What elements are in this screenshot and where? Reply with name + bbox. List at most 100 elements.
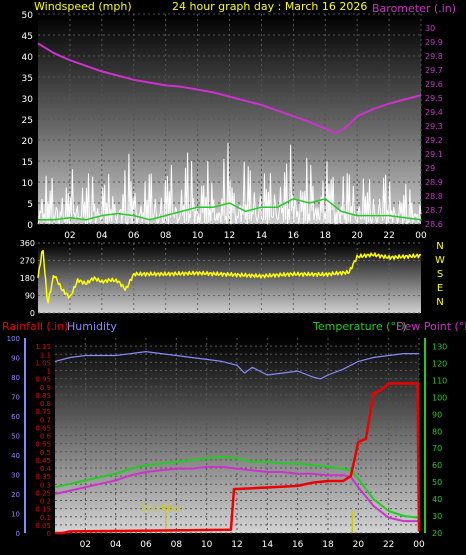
rain-tick-labels: 00.050.10.150.20.250.30.350.40.450.50.55… bbox=[7, 335, 448, 550]
temperature-tick-label: 50 bbox=[432, 478, 442, 487]
temperature-tick-label: 130 bbox=[432, 342, 447, 351]
rainfall-tick-label: 0.2 bbox=[40, 498, 51, 506]
wind-x-tick-label: 04 bbox=[96, 231, 108, 241]
rainfall-tick-label: 0.7 bbox=[40, 416, 51, 424]
windspeed-tick-label: 15 bbox=[22, 158, 33, 168]
wind-x-tick-label: 02 bbox=[64, 231, 75, 241]
barometer-tick-label: 29.5 bbox=[425, 94, 443, 103]
humidity-axis-label: Humidity bbox=[67, 320, 117, 333]
temperature-tick-label: 20 bbox=[432, 529, 442, 538]
wind-average-line bbox=[38, 198, 422, 221]
humidity-tick-label: 100 bbox=[7, 335, 20, 343]
wind-x-tick-label: 16 bbox=[288, 231, 300, 241]
barometer-tick-label: 28.6 bbox=[425, 220, 443, 229]
wind-x-tick-label: 18 bbox=[320, 231, 332, 241]
barometer-axis-label: Barometer (.in) bbox=[372, 2, 456, 15]
direction-marks bbox=[37, 249, 422, 304]
direction-tick-label: 270 bbox=[20, 257, 35, 266]
humidity-tick-label: 10 bbox=[11, 511, 20, 519]
barometer-tick-label: 29.4 bbox=[425, 108, 443, 117]
rainfall-tick-label: 0.85 bbox=[35, 392, 51, 400]
humidity-tick-label: 40 bbox=[11, 452, 20, 460]
compass-label: N bbox=[436, 241, 443, 252]
barometer-tick-label: 29.8 bbox=[425, 52, 443, 61]
wind-x-tick-label: 14 bbox=[256, 231, 268, 241]
rainfall-tick-label: 0.3 bbox=[40, 481, 51, 489]
barometer-line bbox=[37, 42, 422, 134]
rainfall-line bbox=[55, 382, 421, 535]
rain-x-tick-label: 14 bbox=[262, 540, 274, 550]
barometer-tick-label: 29.3 bbox=[425, 122, 443, 131]
humidity-tick-label: 90 bbox=[11, 355, 20, 363]
rainfall-tick-label: 0.4 bbox=[40, 465, 52, 473]
temperature-tick-label: 40 bbox=[432, 495, 442, 504]
barometer-tick-label: 29.9 bbox=[425, 38, 443, 47]
windspeed-line bbox=[37, 142, 422, 225]
dew-point-line bbox=[54, 465, 419, 523]
temperature-tick-label: 110 bbox=[432, 376, 447, 385]
windspeed-tick-label: 25 bbox=[22, 116, 33, 126]
rainfall-tick-label: 0.6 bbox=[40, 433, 52, 441]
windspeed-tick-label: 50 bbox=[22, 11, 34, 21]
rainfall-tick-label: 0.45 bbox=[35, 457, 51, 465]
rainfall-tick-label: 0.55 bbox=[35, 441, 51, 449]
temperature-tick-label: 60 bbox=[432, 461, 442, 470]
humidity-tick-label: 30 bbox=[11, 472, 20, 480]
compass-label: N bbox=[436, 297, 443, 308]
temperature-tick-label: 30 bbox=[432, 512, 442, 521]
rainfall-tick-label: 0.9 bbox=[40, 384, 51, 392]
humidity-tick-label: 70 bbox=[11, 394, 20, 402]
wind-x-tick-label: 00 bbox=[415, 231, 427, 241]
windspeed-axis-label: Windspeed (mph) bbox=[34, 0, 132, 13]
rain-x-tick-label: 18 bbox=[322, 540, 334, 550]
rain-x-tick-label: 10 bbox=[201, 540, 213, 550]
dewpoint-axis-label: Dew Point (°F) bbox=[396, 320, 466, 333]
rain-x-tick-label: 04 bbox=[110, 540, 122, 550]
barometer-tick-label: 30 bbox=[425, 24, 435, 33]
windspeed-tick-label: 35 bbox=[22, 74, 33, 84]
rain-x-tick-label: 12 bbox=[231, 540, 242, 550]
windspeed-tick-label: 45 bbox=[22, 32, 33, 42]
rainfall-tick-label: 0.5 bbox=[40, 449, 51, 457]
rain-marks bbox=[54, 351, 421, 535]
rain-x-tick-label: 22 bbox=[383, 540, 394, 550]
rainfall-tick-label: 0.1 bbox=[40, 514, 51, 522]
barometer-tick-label: 29.6 bbox=[425, 80, 443, 89]
temperature-axis-label: Temperature (°F) bbox=[312, 320, 407, 333]
rainfall-tick-label: 1.15 bbox=[35, 343, 51, 351]
rain-x-tick-label: 00 bbox=[413, 540, 425, 550]
wind-x-tick-label: 10 bbox=[192, 231, 204, 241]
humidity-line bbox=[54, 351, 419, 380]
windspeed-tick-label: 0 bbox=[27, 221, 33, 231]
humidity-tick-label: 0 bbox=[16, 530, 20, 538]
humidity-tick-label: 80 bbox=[11, 374, 20, 382]
barometer-tick-label: 29.7 bbox=[425, 66, 443, 75]
windspeed-tick-label: 20 bbox=[22, 137, 34, 147]
wind-x-tick-label: 20 bbox=[351, 231, 363, 241]
wind-x-tick-label: 22 bbox=[383, 231, 394, 241]
barometer-tick-label: 29.1 bbox=[425, 150, 443, 159]
direction-grid bbox=[38, 242, 421, 314]
humidity-tick-label: 20 bbox=[11, 491, 20, 499]
sunrise-annotation: Sun Rise bbox=[141, 504, 180, 514]
temperature-tick-label: 80 bbox=[432, 427, 442, 436]
direction-tick-label: 180 bbox=[20, 274, 35, 283]
direction-tick-label: 90 bbox=[25, 292, 35, 301]
rainfall-axis-label: Rainfall (.in) bbox=[2, 320, 69, 333]
wind-x-tick-label: 08 bbox=[160, 231, 172, 241]
humidity-tick-label: 50 bbox=[11, 433, 20, 441]
rainfall-tick-label: 0.8 bbox=[40, 400, 51, 408]
rainfall-tick-label: 0.35 bbox=[35, 473, 51, 481]
rain-x-tick-label: 06 bbox=[140, 540, 152, 550]
direction-tick-label: 0 bbox=[30, 309, 35, 318]
temperature-tick-label: 90 bbox=[432, 410, 442, 419]
barometer-tick-label: 28.9 bbox=[425, 178, 443, 187]
rainfall-tick-label: 0.65 bbox=[35, 424, 51, 432]
wind-x-tick-label: 06 bbox=[128, 231, 140, 241]
rainfall-tick-label: 0 bbox=[47, 530, 51, 538]
barometer-tick-label: 29 bbox=[425, 164, 435, 173]
direction-tick-label: 360 bbox=[20, 239, 35, 248]
rain-x-tick-label: 02 bbox=[80, 540, 91, 550]
barometer-tick-label: 29.2 bbox=[425, 136, 443, 145]
